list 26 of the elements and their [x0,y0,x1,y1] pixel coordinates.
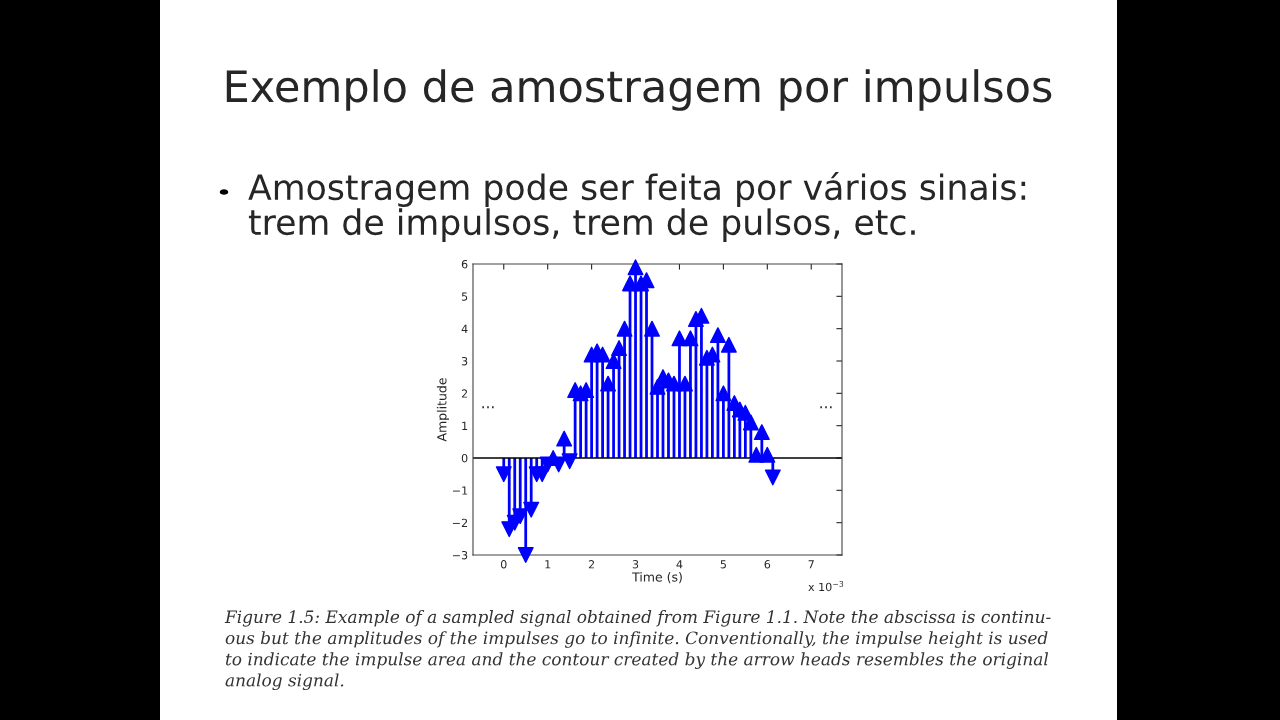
chart-subtitle: Amostragem pode ser feita por vários sinais: trem de impulsos, trem de pulsos, etc. [248,172,1026,242]
y-tick-label: 2 [461,389,468,398]
y-tick-label: −2 [452,518,468,527]
chart-title: Exemplo de amostragem por impulsos [226,69,1052,111]
caption: Figure 1.5: Example of a sampled signal obtained from Figure 1.1. Note the abscissa is continu- ous but the amplitudes of the impulses go to infinite. Conventionally, the impulse height is used to indicate the impulse area and the contour created by the arrow heads resembles the original analog signal. [224,610,1051,691]
x-tick-label: 3 [632,560,639,569]
y-tick-label: 0 [461,453,468,463]
annotation: ... [482,406,494,409]
x-tick-label: 5 [720,560,726,569]
y-tick-label: 5 [461,292,468,301]
x-tick-label: 1 [545,560,551,569]
x-axis-title: Time (s) [632,572,682,584]
y-tick-label: 6 [461,259,468,269]
y-tick-label: −1 [452,486,468,495]
y-axis-title: Amplitude [436,378,449,442]
y-tick-label: 4 [461,324,468,333]
y-tick-label: 3 [461,356,468,366]
x-tick-label: 6 [764,560,771,569]
x-tick-label: 0 [500,560,507,569]
annotation: ... [820,406,832,409]
y-tick-label: 1 [462,421,468,430]
x-tick-label: 4 [676,560,683,569]
x-tick-label: 7 [808,560,814,569]
x-tick-label: 2 [588,560,595,569]
y-tick-label: −3 [452,550,468,560]
text: x 10$^{−3}$ [808,580,844,592]
